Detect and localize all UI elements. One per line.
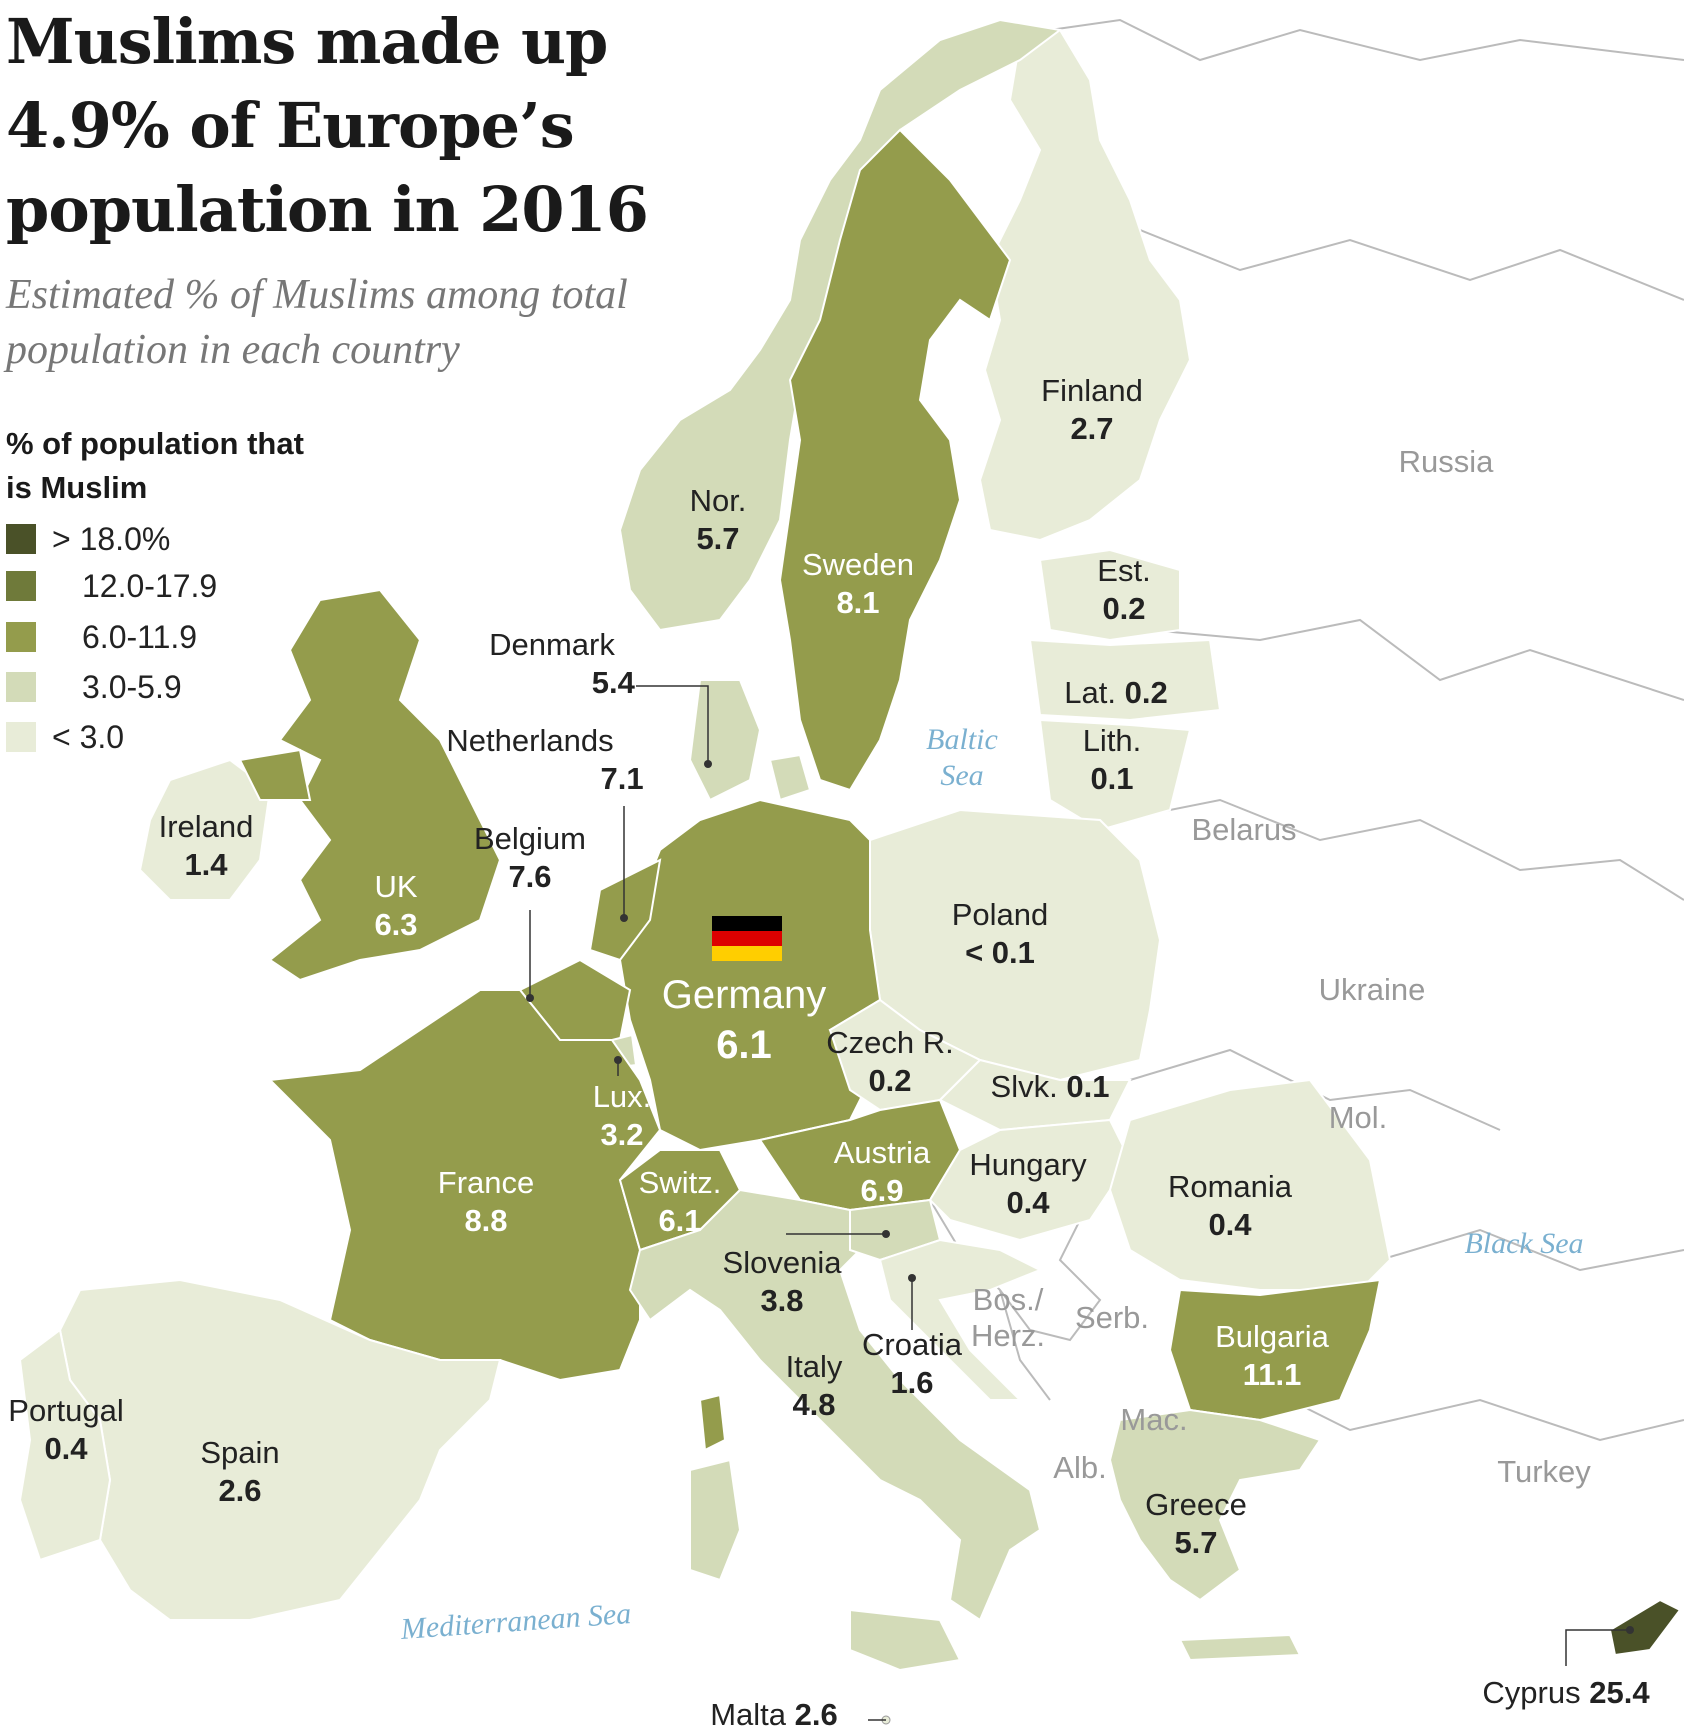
legend-swatch — [6, 571, 36, 601]
legend-item: 6.0-11.9 — [6, 618, 198, 655]
legend-label: < 3.0 — [52, 718, 125, 755]
country-latvia — [1028, 638, 1222, 722]
label-sweden: Sweden 8.1 — [801, 547, 915, 620]
label-belarus: Belarus — [1191, 812, 1297, 847]
country-denmark-islands — [768, 753, 812, 802]
label-ireland: Ireland 1.4 — [158, 809, 254, 882]
label-ukraine: Ukraine — [1318, 972, 1426, 1007]
legend-swatch — [6, 672, 36, 702]
legend-item: 3.0-5.9 — [6, 668, 182, 705]
label-germany: Germany 6.1 — [661, 973, 827, 1067]
label-luxembourg: Lux. 3.2 — [592, 1079, 652, 1152]
label-austria: Austria 6.9 — [833, 1135, 931, 1208]
label-spain: Spain 2.6 — [200, 1435, 280, 1508]
country-finland — [978, 28, 1192, 542]
country-greece — [1108, 1408, 1322, 1602]
country-hungary — [928, 1118, 1132, 1242]
label-lithuania: Lith. 0.1 — [1082, 723, 1142, 796]
label-croatia: Croatia 1.6 — [862, 1327, 962, 1400]
greece-crete — [1178, 1633, 1302, 1662]
legend-label: 3.0-5.9 — [82, 668, 182, 705]
country-denmark — [688, 679, 762, 802]
label-switzerland: Switz. 6.1 — [638, 1165, 722, 1238]
label-greece: Greece 5.7 — [1145, 1487, 1247, 1560]
country-netherlands — [588, 858, 662, 962]
country-portugal — [18, 1328, 112, 1562]
legend-item: < 3.0 — [6, 718, 125, 755]
label-italy: Italy 4.8 — [785, 1349, 843, 1422]
label-slovenia: Slovenia 3.8 — [722, 1245, 842, 1318]
page-title: Muslims made up 4.9% of Europe’s populat… — [6, 5, 649, 246]
legend-swatch — [6, 722, 36, 752]
legend-swatch — [6, 622, 36, 652]
germany-flag — [712, 916, 782, 961]
italy-sardinia — [689, 1458, 742, 1582]
country-lithuania — [1038, 718, 1192, 832]
country-uk-ni — [238, 748, 312, 801]
legend-label: > 18.0% — [52, 520, 171, 557]
label-romania: Romania 0.4 — [1167, 1169, 1293, 1242]
label-slovakia: Slvk. 0.1 — [990, 1069, 1110, 1104]
country-ireland — [138, 758, 272, 901]
label-finland: Finland 2.7 — [1041, 373, 1143, 446]
label-malta: Malta 2.6 — [710, 1697, 838, 1732]
country-estonia — [1038, 548, 1181, 642]
label-albania: Alb. — [1053, 1450, 1107, 1485]
label-poland: Poland < 0.1 — [951, 897, 1049, 970]
leader-lines — [529, 685, 1630, 1721]
label-hungary: Hungary 0.4 — [969, 1147, 1087, 1220]
label-macedonia: Mac. — [1120, 1402, 1188, 1437]
country-uk — [268, 588, 502, 982]
label-latvia: Lat. 0.2 — [1064, 675, 1168, 710]
legend-title: % of population that is Muslim — [6, 426, 304, 505]
label-estonia: Est. 0.2 — [1097, 553, 1151, 626]
label-bosnia: Bos./ Herz. — [970, 1282, 1046, 1353]
country-croatia — [878, 1238, 1043, 1401]
label-uk: UK 6.3 — [374, 869, 418, 942]
label-france: France 8.8 — [437, 1165, 535, 1238]
legend-label: 6.0-11.9 — [82, 618, 198, 655]
label-denmark: Denmark 5.4 — [489, 627, 635, 700]
label-belgium: Belgium 7.6 — [474, 821, 586, 894]
legend-swatch — [6, 524, 36, 554]
label-russia: Russia — [1398, 444, 1494, 479]
label-norway: Nor. 5.7 — [689, 483, 747, 556]
label-portugal: Portugal 0.4 — [8, 1393, 124, 1466]
legend-item: > 18.0% — [6, 520, 171, 557]
country-sweden — [778, 128, 1012, 792]
country-france — [267, 989, 662, 1382]
leader-dots — [526, 760, 1634, 1634]
label-serbia: Serb. — [1074, 1300, 1150, 1335]
label-cyprus: Cyprus 25.4 — [1482, 1675, 1650, 1710]
france-corsica — [698, 1393, 727, 1452]
label-black-sea: Black Sea — [1464, 1227, 1584, 1260]
label-turkey: Turkey — [1497, 1454, 1591, 1489]
country-bulgaria — [1168, 1278, 1382, 1422]
country-cyprus — [1608, 1598, 1682, 1657]
label-baltic-sea: Baltic Sea — [926, 723, 998, 792]
legend-label: 12.0-17.9 — [82, 567, 218, 604]
label-netherlands: Netherlands 7.1 — [446, 723, 644, 796]
label-bulgaria: Bulgaria 11.1 — [1215, 1319, 1329, 1392]
italy-sicily — [849, 1608, 962, 1672]
label-moldova: Mol. — [1328, 1100, 1388, 1135]
page-subtitle: Estimated % of Muslims among total popul… — [6, 272, 628, 373]
label-czech: Czech R. 0.2 — [826, 1025, 954, 1098]
legend-item: 12.0-17.9 — [6, 567, 218, 604]
